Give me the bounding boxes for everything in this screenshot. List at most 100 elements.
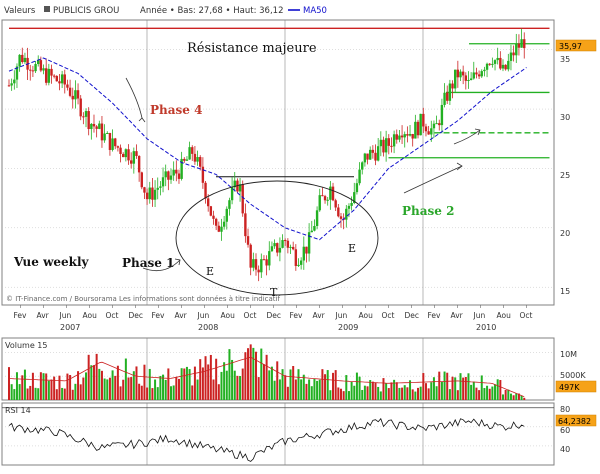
volume-bar	[486, 385, 489, 400]
volume-bar	[71, 389, 74, 400]
candle-body	[106, 133, 109, 135]
volume-bar	[278, 379, 281, 400]
candle-body	[74, 90, 77, 100]
volume-bar	[90, 365, 93, 400]
candle-body	[515, 43, 518, 56]
candle-body	[493, 60, 497, 64]
x-month-label: Dec	[129, 311, 144, 320]
candle-body	[509, 52, 513, 61]
volume-bar	[177, 378, 180, 400]
last-price-badge	[555, 39, 597, 52]
volume-bar	[199, 359, 202, 400]
volume-bar	[119, 386, 122, 400]
annotation-resistance: Résistance majeure	[187, 41, 317, 56]
volume-bar	[95, 353, 98, 400]
x-month-label: Oct	[520, 311, 533, 320]
candle-body	[507, 60, 510, 70]
x-month-label: Aou	[497, 311, 512, 320]
volume-bar	[98, 368, 101, 400]
header-ma-label: MA50	[303, 6, 327, 16]
volume-bar	[318, 379, 321, 400]
candle-body	[199, 157, 202, 167]
price-candles	[7, 28, 526, 282]
volume-bar	[183, 368, 186, 400]
volume-bar	[504, 389, 507, 400]
candle-body	[432, 123, 436, 129]
header-symbol: PUBLICIS GROU	[53, 6, 119, 16]
candle-body	[191, 147, 194, 154]
volume-bar	[18, 384, 21, 400]
candle-body	[58, 81, 61, 84]
volume-bar	[13, 389, 16, 400]
volume-bar	[159, 375, 162, 400]
candle-body	[430, 128, 433, 135]
rsi-title: RSI 14	[5, 406, 31, 415]
candle-body	[10, 83, 13, 86]
volume-bar	[175, 376, 178, 400]
candle-body	[467, 80, 470, 82]
candle-body	[440, 104, 444, 126]
volume-bar	[140, 385, 143, 400]
volume-bar	[316, 380, 319, 400]
candle-body	[451, 83, 454, 89]
volume-bar	[108, 377, 111, 400]
candle-body	[477, 74, 481, 77]
candle-body	[236, 180, 239, 192]
candle-body	[483, 69, 486, 72]
rsi-panel-frame	[1, 402, 555, 466]
candle-body	[273, 243, 276, 247]
candle-body	[145, 192, 149, 200]
candle-body	[289, 246, 292, 248]
volume-bar	[440, 381, 443, 400]
candle-body	[230, 187, 234, 201]
volume-bar	[422, 373, 425, 400]
volume-bar	[366, 386, 369, 400]
volume-bar	[305, 383, 308, 400]
volume-bar	[462, 377, 465, 400]
volume-bar	[350, 382, 353, 400]
candle-body	[260, 259, 263, 273]
candle-body	[193, 153, 197, 162]
year-label-2007: 2007	[60, 323, 80, 332]
volume-bar	[454, 377, 457, 400]
candle-body	[400, 135, 404, 138]
volume-bar	[496, 379, 499, 400]
candle-body	[143, 187, 146, 193]
candle-body	[363, 153, 367, 163]
candle-body	[241, 184, 244, 214]
candle-body	[209, 206, 213, 216]
candle-body	[390, 145, 393, 147]
x-month-label: Avr	[175, 311, 188, 320]
candle-body	[456, 69, 460, 78]
candle-body	[66, 84, 69, 88]
candle-body	[387, 138, 390, 146]
volume-bar	[419, 386, 422, 400]
candle-body	[459, 71, 462, 78]
candle-body	[331, 186, 335, 201]
volume-bar	[411, 389, 414, 400]
volume-bar	[424, 383, 427, 400]
volume-bar	[467, 373, 470, 400]
volume-bar	[310, 386, 313, 400]
volume-bar	[385, 383, 388, 400]
x-month-label: Oct	[382, 311, 395, 320]
header-range: Année • Bas: 27,68 • Haut: 36,12	[140, 5, 283, 16]
volume-ytick-10m: 10M	[560, 350, 577, 359]
candle-body	[95, 126, 98, 129]
volume-bar	[342, 391, 345, 400]
candle-body	[419, 113, 422, 136]
volume-bars	[8, 344, 526, 400]
x-month-label: Aou	[359, 311, 374, 320]
volume-bar	[37, 388, 40, 400]
candle-body	[307, 232, 311, 254]
volume-bar	[403, 385, 406, 400]
volume-bar	[66, 373, 69, 400]
candle-body	[321, 195, 324, 197]
volume-bar	[34, 387, 37, 400]
candle-body	[345, 208, 348, 220]
candle-body	[214, 218, 218, 226]
candle-body	[496, 57, 499, 61]
volume-bar	[23, 369, 26, 400]
volume-bar	[478, 390, 481, 400]
